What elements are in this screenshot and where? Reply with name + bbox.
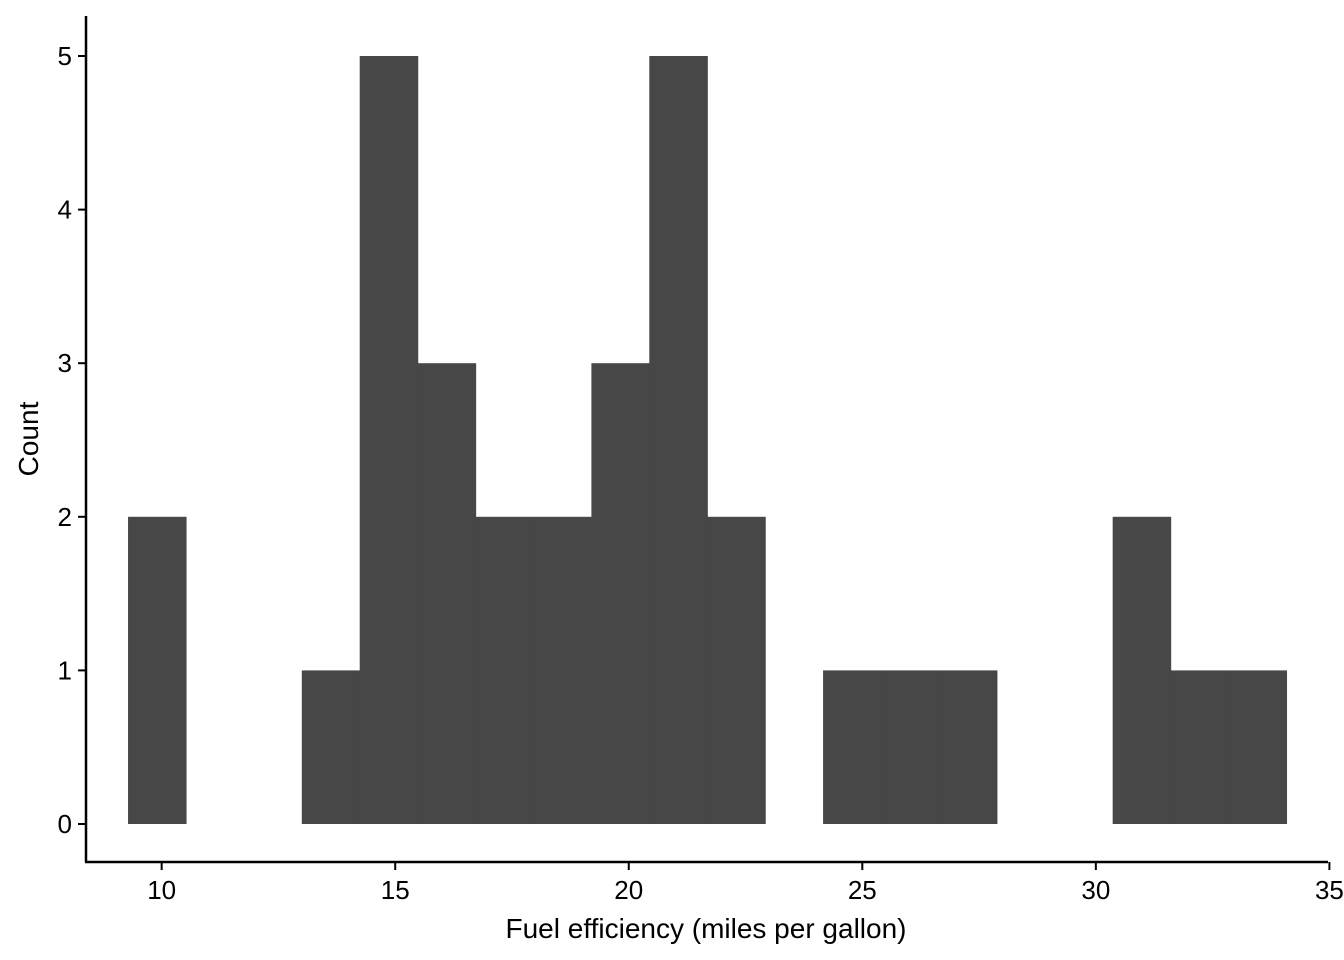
y-tick-label: 1 [58, 655, 72, 685]
y-axis: 0 1 2 3 4 5 [58, 16, 88, 862]
histogram-bar [475, 516, 535, 824]
x-axis-title: Fuel efficiency (miles per gallon) [506, 913, 907, 944]
histogram-bar [301, 670, 361, 824]
histogram-bar [649, 56, 708, 824]
histogram-bar [938, 670, 998, 824]
y-axis-title: Count [13, 401, 44, 476]
histogram-bars [128, 56, 1288, 824]
x-tick-label: 35 [1315, 875, 1344, 905]
x-axis: 10 15 20 25 30 35 [85, 860, 1344, 905]
x-tick-label: 15 [381, 875, 410, 905]
histogram-bar [1112, 516, 1172, 824]
histogram-bar [533, 516, 592, 824]
y-tick-label: 4 [58, 195, 72, 225]
histogram-bar [417, 363, 477, 824]
x-tick-label: 10 [147, 875, 176, 905]
x-tick-label: 25 [848, 875, 877, 905]
histogram-bar [128, 516, 187, 824]
histogram-bar [1170, 670, 1230, 824]
y-tick-label: 2 [58, 502, 72, 532]
histogram-bar [823, 670, 882, 824]
y-tick-label: 5 [58, 41, 72, 71]
y-tick-label: 0 [58, 809, 72, 839]
x-tick-label: 20 [614, 875, 643, 905]
histogram-bar [880, 670, 940, 824]
histogram-bar [707, 516, 766, 824]
histogram-bar [1228, 670, 1288, 824]
histogram-bar [359, 56, 419, 824]
y-tick-label: 3 [58, 348, 72, 378]
histogram-bar [591, 363, 650, 824]
x-tick-label: 30 [1081, 875, 1110, 905]
